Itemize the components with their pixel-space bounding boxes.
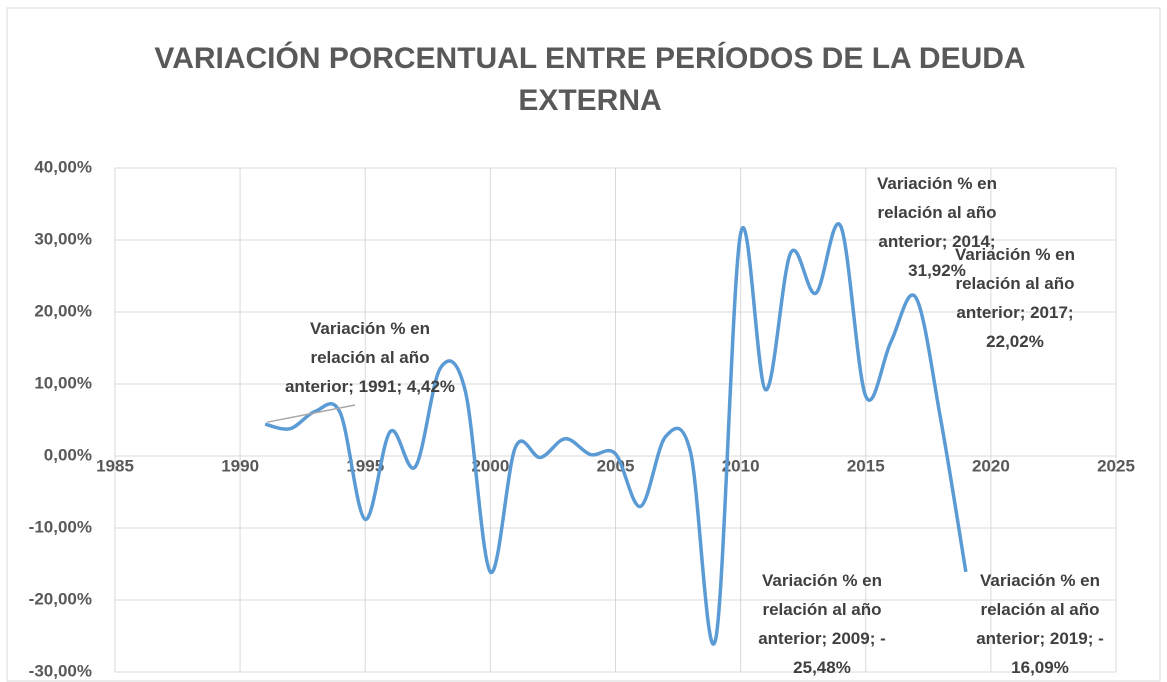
y-tick-label: -30,00% (29, 661, 92, 680)
y-tick-label: -20,00% (29, 589, 92, 608)
x-tick-label: 2005 (597, 456, 635, 475)
data-label: Variación % en relación al año anterior; 1… (285, 319, 455, 396)
x-tick-label: 2025 (1097, 456, 1135, 475)
x-tick-label: 2020 (972, 456, 1010, 475)
x-tick-label: 2000 (471, 456, 509, 475)
data-label: Variación % en relación al año anterior; 2… (976, 571, 1104, 677)
x-tick-label: 2015 (847, 456, 885, 475)
y-tick-label: 30,00% (34, 229, 92, 248)
x-tick-label: 1990 (221, 456, 259, 475)
leader-line (267, 404, 356, 423)
x-tick-label: 1995 (346, 456, 384, 475)
y-tick-label: 20,00% (34, 301, 92, 320)
chart-frame (6, 7, 1161, 682)
data-label: Variación % en relación al año anterior; 2… (758, 571, 886, 677)
data-line (264, 222, 968, 646)
y-tick-label: -10,00% (29, 517, 92, 536)
chart-title: VARIACIÓN PORCENTUAL ENTRE PERÍODOS DE L… (154, 41, 1025, 117)
x-tick-label: 1985 (96, 456, 134, 475)
data-label: Variación % en relación al año anterior; 2… (877, 174, 997, 280)
x-tick-label: 2010 (722, 456, 760, 475)
y-tick-label: 0,00% (44, 445, 92, 464)
y-tick-label: 40,00% (34, 157, 92, 176)
y-tick-label: 10,00% (34, 373, 92, 392)
data-label: Variación % en relación al año anterior; 2… (955, 245, 1075, 351)
